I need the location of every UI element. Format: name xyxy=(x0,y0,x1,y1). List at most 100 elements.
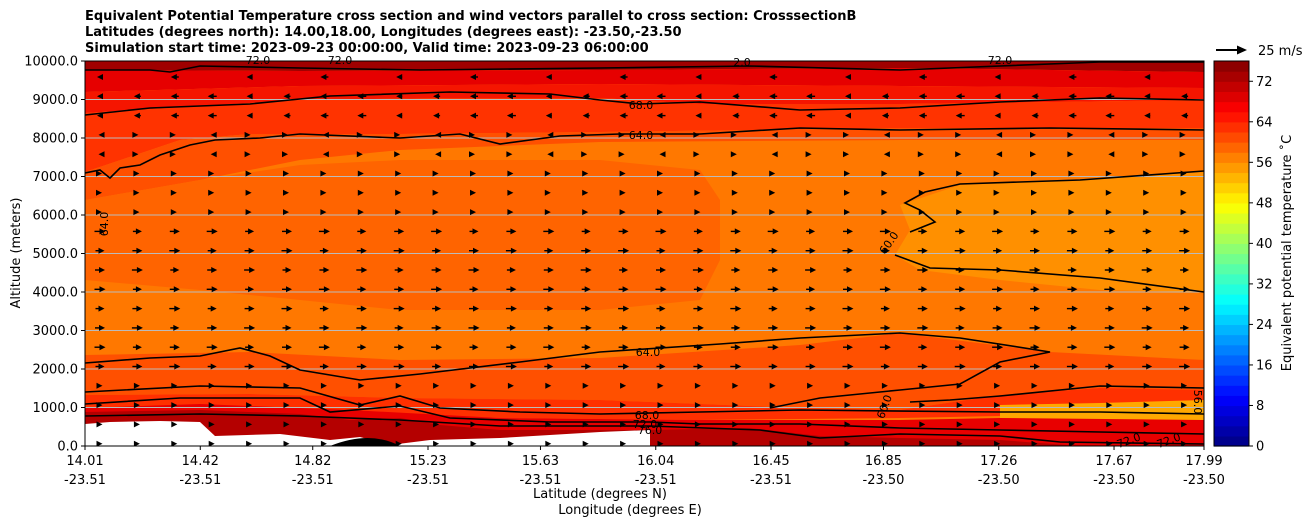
colorbar-band xyxy=(1214,202,1249,214)
wind-vector-head xyxy=(806,209,813,216)
wind-vector-head xyxy=(585,305,592,312)
x-tick-label-lon: -23.51 xyxy=(635,473,677,488)
wind-vector-head xyxy=(133,402,140,409)
wind-vector-head xyxy=(1181,421,1188,428)
band-64 xyxy=(85,160,720,310)
wind-vector-head xyxy=(697,363,704,370)
wind-vector-head xyxy=(133,93,140,100)
wind-vector-head xyxy=(881,209,888,216)
wind-vector-head xyxy=(771,363,778,370)
colorbar-band xyxy=(1214,172,1249,184)
wind-vector-head xyxy=(618,151,625,158)
wind-vector-head xyxy=(436,228,443,235)
wind-vector-head xyxy=(809,228,816,235)
x-tick-label-lat: 17.67 xyxy=(1095,454,1132,469)
wind-vector-head xyxy=(1143,402,1150,409)
wind-vector-head xyxy=(810,324,817,331)
colorbar-tick-label: 48 xyxy=(1256,196,1273,211)
wind-vector-head xyxy=(286,363,293,370)
wind-vector-head xyxy=(435,267,442,273)
wind-vector-head xyxy=(997,344,1004,351)
wind-vector-head xyxy=(322,363,329,370)
wind-vector-head xyxy=(771,131,778,138)
contour-60-lower xyxy=(909,385,1204,403)
colorbar-band xyxy=(1214,121,1249,133)
wind-vector-head xyxy=(810,267,817,273)
wind-vector-head xyxy=(734,267,741,273)
wind-vector-head xyxy=(433,112,440,119)
wind-vector-head xyxy=(772,344,779,351)
wind-vector-head xyxy=(435,363,442,370)
wind-vector-head xyxy=(809,344,816,351)
wind-vector-head xyxy=(323,228,330,235)
colorbar-band xyxy=(1214,81,1249,92)
wind-vector-head xyxy=(322,247,329,254)
wind-vector-head xyxy=(585,267,592,273)
wind-vector-head xyxy=(1180,209,1187,216)
wind-vector-head xyxy=(697,247,704,254)
wind-vector-head xyxy=(584,344,591,351)
wind-vector-head xyxy=(844,440,851,446)
wind-vector-head xyxy=(473,363,479,370)
wind-vector-head xyxy=(1180,170,1187,177)
wind-vector-head xyxy=(993,189,1000,196)
wind-vector-head xyxy=(693,131,700,138)
wind-vector-head xyxy=(996,305,1003,312)
wind-vector-head xyxy=(545,402,552,409)
wind-vector-head xyxy=(322,305,329,312)
wind-vector-head xyxy=(96,382,103,389)
wind-vector-head xyxy=(136,247,143,254)
wind-vector-head xyxy=(623,363,630,370)
wind-vector-head xyxy=(135,286,142,293)
wind-vector-head xyxy=(174,247,181,254)
wind-vector-head xyxy=(170,209,177,216)
wind-vector-head xyxy=(1108,131,1115,138)
wind-vector-head xyxy=(1106,402,1113,409)
wind-vector-head xyxy=(809,363,816,370)
wind-vector-head xyxy=(884,286,891,293)
x-tick-label-lat: 15.23 xyxy=(409,454,446,469)
contour-64-upper xyxy=(85,127,1204,180)
wind-vector-head xyxy=(245,209,252,216)
wind-vector-head xyxy=(286,228,292,235)
wind-vector-head xyxy=(1143,440,1150,446)
y-tick-label: 1000.0 xyxy=(33,401,79,416)
wind-vector-head xyxy=(248,286,255,293)
wind-vector-head xyxy=(697,267,704,273)
wind-vector-head xyxy=(1031,209,1037,216)
wind-vector-head xyxy=(547,151,554,158)
wind-vector-head xyxy=(547,324,554,331)
wind-vector-head xyxy=(659,151,666,158)
wind-vector-head xyxy=(96,402,103,409)
wind-vector-head xyxy=(1108,247,1115,254)
wind-vector-head xyxy=(994,112,1001,119)
contour-label: 64.0 xyxy=(636,346,661,359)
wind-vector-head xyxy=(208,209,215,216)
wind-vector-head xyxy=(246,440,253,446)
wind-vector-head xyxy=(582,421,589,428)
wind-vector-head xyxy=(921,363,928,370)
wind-vector-head xyxy=(1034,247,1040,254)
wind-vector-head xyxy=(320,74,327,80)
band-74 xyxy=(85,68,1204,92)
wind-vector-head xyxy=(136,305,143,312)
wind-vector-head xyxy=(173,286,180,293)
wind-vector-head xyxy=(211,267,218,273)
wind-vector-head xyxy=(847,363,854,370)
wind-vector-head xyxy=(395,189,402,196)
wind-vector-head xyxy=(286,286,292,293)
wind-vector-head xyxy=(96,421,103,428)
wind-vector-head xyxy=(360,305,367,312)
wind-vector-head xyxy=(397,267,404,273)
wind-vector-head xyxy=(956,189,963,196)
wind-vector-head xyxy=(806,170,813,177)
wind-vector-head xyxy=(732,112,739,119)
wind-vector-head xyxy=(660,267,666,273)
wind-vector-head xyxy=(918,170,925,177)
wind-vector-head xyxy=(847,344,853,351)
wind-vector-head xyxy=(807,402,814,409)
wind-vector-head xyxy=(171,402,178,409)
wind-vector-head xyxy=(918,74,925,80)
wind-vector-head xyxy=(283,382,290,389)
wind-vector-head xyxy=(806,112,813,119)
